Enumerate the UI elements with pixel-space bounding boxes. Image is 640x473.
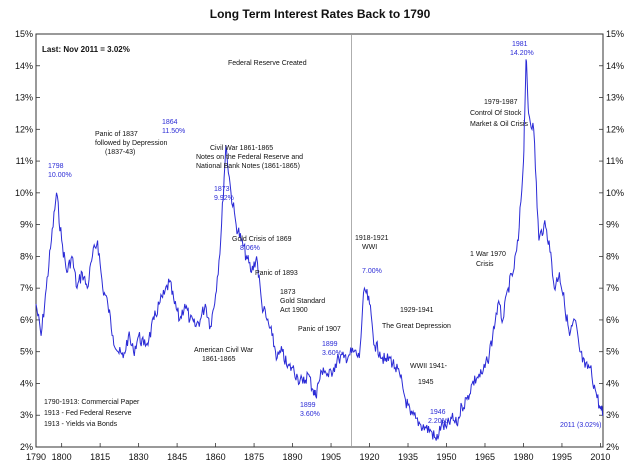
annotation-1864: 1864 bbox=[162, 119, 178, 126]
annotation-panic-1893: Panic of 1893 bbox=[255, 270, 298, 277]
x-tick-label: 1905 bbox=[321, 452, 341, 462]
x-tick-label: 1815 bbox=[90, 452, 110, 462]
y-tick-label: 6% bbox=[20, 315, 33, 325]
y-tick-label: 14% bbox=[606, 61, 624, 71]
annotation-civil-line2: Notes on the Federal Reserve and bbox=[196, 154, 303, 161]
annotation-low-1899: 1899 bbox=[300, 402, 316, 409]
y-tick-label: 5% bbox=[20, 347, 33, 357]
annotation-civil-line1: Civil War 1861-1865 bbox=[210, 145, 273, 152]
y-tick-label: 2% bbox=[20, 442, 33, 452]
x-tick-label: 1800 bbox=[52, 452, 72, 462]
annotation-1981: 1981 bbox=[512, 41, 528, 48]
annotation-american-civil-war-years: 1861-1865 bbox=[202, 356, 236, 363]
annotation-wwii-line1: WWII 1941- bbox=[410, 363, 448, 370]
y-tick-label: 12% bbox=[15, 124, 33, 134]
x-tick-label: 1980 bbox=[513, 452, 533, 462]
legend-line2: 1913 - Fed Federal Reserve bbox=[44, 410, 132, 417]
annotation-1837-line1: Panic of 1837 bbox=[95, 131, 138, 138]
annotation-1837-line3: (1837-43) bbox=[105, 149, 135, 156]
annotation-volcker-line1: 1979-1987 bbox=[484, 99, 518, 106]
y-tick-label: 9% bbox=[20, 220, 33, 230]
y-tick-label: 13% bbox=[606, 93, 624, 103]
y-tick-label: 10% bbox=[606, 188, 624, 198]
y-tick-label: 9% bbox=[606, 220, 619, 230]
annotation-low-1899-value: 3.60% bbox=[300, 411, 320, 418]
annotation-gold-standard-line2: Gold Standard bbox=[280, 298, 325, 305]
annotation-gold-standard-line3: Act 1900 bbox=[280, 307, 308, 314]
x-tick-label: 1995 bbox=[552, 452, 572, 462]
x-tick-label: 1860 bbox=[206, 452, 226, 462]
x-tick-label: 1845 bbox=[167, 452, 187, 462]
x-tick-label: 1790 bbox=[26, 452, 46, 462]
annotation-1981-value: 14.20% bbox=[510, 50, 534, 57]
annotation-depression-line1: 1929-1941 bbox=[400, 307, 434, 314]
x-tick-label: 2010 bbox=[590, 452, 610, 462]
y-axis-left: 2% 3% 4% 5% 6% 7% 8% 9% 10% 11% 12% 13% 14% 15% bbox=[15, 29, 40, 452]
x-tick-label: 1920 bbox=[360, 452, 380, 462]
x-axis: 1790 1800 1815 1830 1845 1860 1875 1890 1905 1920… bbox=[26, 443, 610, 462]
x-tick-label: 1875 bbox=[244, 452, 264, 462]
annotation-1798-value: 10.00% bbox=[48, 172, 72, 179]
y-tick-label: 4% bbox=[20, 378, 33, 388]
annotation-1946: 1946 bbox=[430, 409, 446, 416]
y-tick-label: 11% bbox=[606, 156, 623, 166]
annotation-wwii-line2: 1945 bbox=[418, 379, 434, 386]
federal-reserve-label: Federal Reserve Created bbox=[228, 60, 307, 67]
annotation-1946-value: 2.20% bbox=[428, 418, 448, 425]
legend-line3: 1913 - Yields via Bonds bbox=[44, 421, 118, 428]
y-tick-label: 5% bbox=[606, 347, 619, 357]
y-tick-label: 2% bbox=[606, 442, 619, 452]
annotation-wwi-line2: WWI bbox=[362, 244, 377, 251]
y-axis-right: 2% 3% 4% 5% 6% 7% 8% 9% 10% 11% 12% 13% 14% 15% bbox=[599, 29, 624, 452]
y-tick-label: 3% bbox=[606, 410, 619, 420]
x-tick-label: 1935 bbox=[398, 452, 418, 462]
y-tick-label: 15% bbox=[606, 29, 624, 39]
annotation-gold-standard-line1: 1873 bbox=[280, 289, 296, 296]
annotation-1873: 1873 bbox=[214, 186, 230, 193]
annotation-1798: 1798 bbox=[48, 163, 64, 170]
annotation-depression-line2: The Great Depression bbox=[382, 323, 451, 330]
annotation-2011: 2011 (3.02%) bbox=[560, 422, 602, 429]
y-tick-label: 6% bbox=[606, 315, 619, 325]
annotation-1899-value: 3.60% bbox=[322, 350, 342, 357]
annotation-civil-line3: National Bank Notes (1861-1865) bbox=[196, 163, 300, 170]
y-tick-label: 8% bbox=[20, 251, 33, 261]
x-tick-label: 1965 bbox=[475, 452, 495, 462]
x-tick-label: 1950 bbox=[436, 452, 456, 462]
annotation-wwi-value: 7.00% bbox=[362, 268, 382, 275]
annotation-vietnam-line1: 1 War 1970 bbox=[470, 251, 506, 258]
annotation-volcker-line2: Control Of Stock bbox=[470, 110, 522, 117]
last-value-label: Last: Nov 2011 = 3.02% bbox=[42, 45, 130, 54]
series-line-interest-rate bbox=[35, 59, 604, 441]
y-tick-label: 12% bbox=[606, 124, 624, 134]
y-tick-label: 13% bbox=[15, 93, 33, 103]
annotation-panic-1907: Panic of 1907 bbox=[298, 326, 341, 333]
legend-line1: 1790-1913: Commercial Paper bbox=[44, 399, 140, 406]
annotation-gold-crisis-value: 8.06% bbox=[240, 245, 260, 252]
annotation-wwi-line1: 1918-1921 bbox=[355, 235, 389, 242]
y-tick-label: 15% bbox=[15, 29, 33, 39]
y-tick-label: 10% bbox=[15, 188, 33, 198]
chart-title: Long Term Interest Rates Back to 1790 bbox=[210, 7, 431, 21]
x-tick-label: 1830 bbox=[129, 452, 149, 462]
y-tick-label: 8% bbox=[606, 251, 619, 261]
y-tick-label: 3% bbox=[20, 410, 33, 420]
annotation-1837-line2: followed by Depression bbox=[95, 140, 167, 147]
annotation-volcker-line3: Market & Oil Crisis bbox=[470, 121, 528, 128]
annotation-vietnam-line2: Crisis bbox=[476, 261, 494, 268]
plot-frame bbox=[35, 33, 604, 448]
y-tick-label: 7% bbox=[20, 283, 33, 293]
y-tick-label: 14% bbox=[15, 61, 33, 71]
annotation-american-civil-war: American Civil War bbox=[194, 347, 254, 354]
y-tick-label: 7% bbox=[606, 283, 619, 293]
annotation-1899: 1899 bbox=[322, 341, 338, 348]
y-tick-label: 11% bbox=[16, 156, 33, 166]
y-tick-label: 4% bbox=[606, 378, 619, 388]
annotation-1873-value: 9.92% bbox=[214, 195, 234, 202]
x-tick-label: 1890 bbox=[283, 452, 303, 462]
annotation-1864-value: 11.50% bbox=[162, 128, 185, 135]
annotation-gold-crisis: Gold Crisis of 1869 bbox=[232, 236, 292, 243]
